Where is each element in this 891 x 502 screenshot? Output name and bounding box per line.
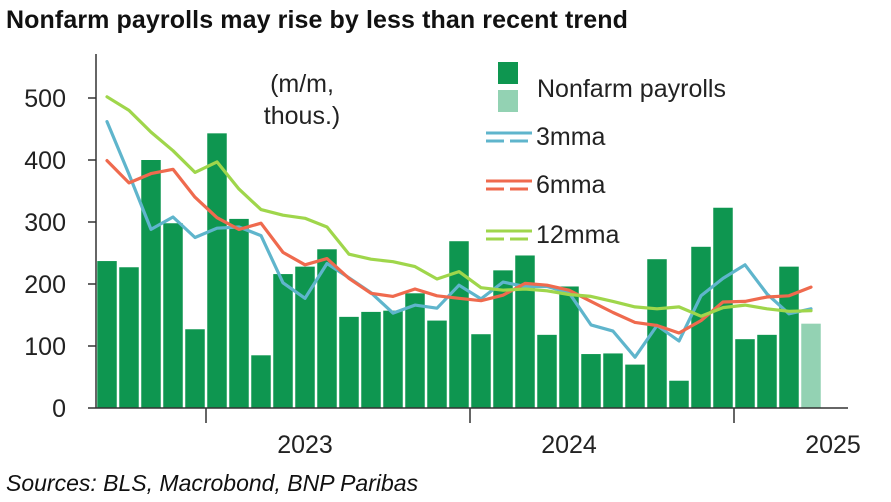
bar-11 <box>339 316 359 408</box>
bar-20 <box>537 334 557 408</box>
bar-13 <box>383 310 403 408</box>
annotation-line-0: (m/m, <box>270 70 334 98</box>
y-tick-label-0: 0 <box>52 395 66 423</box>
legend-swatch-forecast <box>498 90 518 112</box>
bar-5 <box>207 133 227 408</box>
tick-labels-group: 0 100 200 300 400 500 2023 2024 2025 <box>24 85 861 459</box>
bar-4 <box>185 329 205 408</box>
bar-8 <box>273 274 293 408</box>
bar-27 <box>691 246 711 408</box>
bar-1 <box>119 267 139 408</box>
legend-label-6mma: 6mma <box>536 171 606 199</box>
y-tick-label-100: 100 <box>24 333 66 361</box>
bar-29 <box>735 339 755 408</box>
y-tick-label-200: 200 <box>24 271 66 299</box>
bar-21 <box>559 286 579 408</box>
bar-10 <box>317 249 337 408</box>
bar-17 <box>471 334 491 408</box>
legend-label-12mma: 12mma <box>536 221 619 249</box>
bar-24 <box>625 364 645 408</box>
y-tick-label-400: 400 <box>24 147 66 175</box>
bar-9 <box>295 266 315 408</box>
bar-22 <box>581 354 601 408</box>
x-tick-label-2024: 2024 <box>541 431 597 459</box>
x-tick-label-2025: 2025 <box>805 431 861 459</box>
bar-32 <box>801 323 821 408</box>
legend: Nonfarm payrolls 3mma 6mma 12mma <box>486 62 726 249</box>
lines-group <box>105 95 813 359</box>
bar-3 <box>163 223 183 408</box>
bar-6 <box>229 218 249 408</box>
bar-26 <box>669 380 689 408</box>
bar-14 <box>405 293 425 408</box>
y-tick-label-300: 300 <box>24 209 66 237</box>
bar-12 <box>361 311 381 408</box>
annotation-line-1: thous.) <box>264 102 340 130</box>
payrolls-chart: 0 100 200 300 400 500 2023 2024 2025 (m/m, thous.… <box>24 54 861 459</box>
bar-25 <box>647 259 667 408</box>
legend-label-nonfarm: Nonfarm payrolls <box>537 75 726 103</box>
unit-annotation: (m/m, thous.) <box>264 70 340 130</box>
bar-15 <box>427 320 447 408</box>
page-title: Nonfarm payrolls may rise by less than r… <box>6 6 628 34</box>
axes-group <box>88 54 848 423</box>
legend-swatch-bar <box>498 62 518 84</box>
line-12mma <box>105 95 813 318</box>
bar-18 <box>493 270 513 408</box>
y-tick-label-500: 500 <box>24 85 66 113</box>
bar-19 <box>515 255 535 408</box>
bar-2 <box>141 160 161 408</box>
bar-7 <box>251 355 271 408</box>
legend-label-3mma: 3mma <box>536 123 606 151</box>
bar-23 <box>603 353 623 408</box>
bar-16 <box>449 241 469 408</box>
bar-31 <box>779 266 799 408</box>
line-3mma <box>105 119 813 359</box>
bars-group <box>97 133 821 408</box>
line-6mma <box>105 159 813 335</box>
source-note: Sources: BLS, Macrobond, BNP Paribas <box>6 470 419 496</box>
bar-30 <box>757 334 777 408</box>
x-tick-label-2023: 2023 <box>277 431 333 459</box>
bar-0 <box>97 261 117 408</box>
